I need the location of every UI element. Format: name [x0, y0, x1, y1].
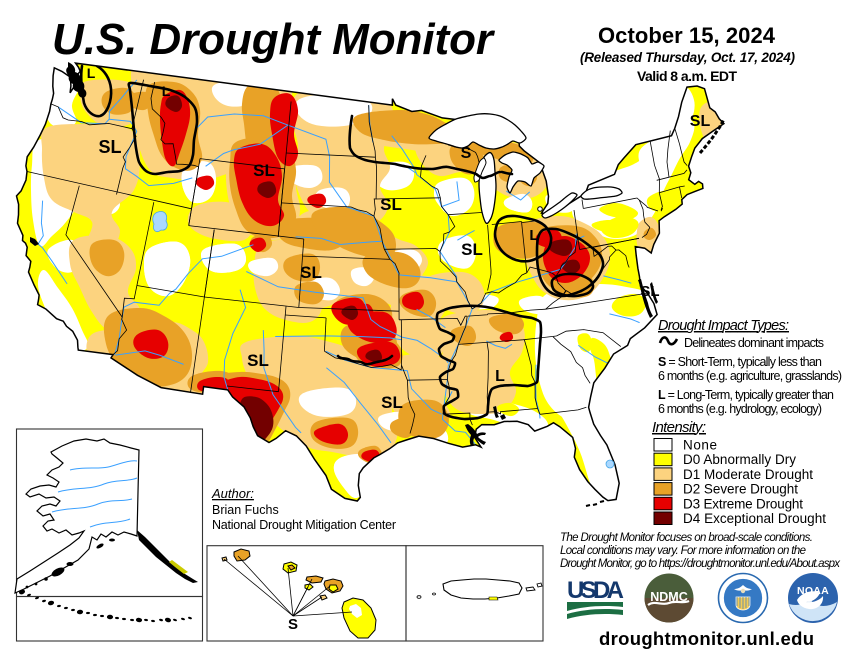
svg-text:(Released Thursday, Oct. 17, 2: (Released Thursday, Oct. 17, 2024)	[580, 50, 796, 65]
svg-text:NDMC: NDMC	[650, 590, 688, 604]
svg-text:SL: SL	[98, 137, 121, 157]
svg-text:Local conditions may vary. For: Local conditions may vary. For more info…	[560, 545, 806, 557]
svg-text:L: L	[162, 83, 171, 99]
svg-text:D4 Exceptional Drought: D4 Exceptional Drought	[683, 511, 826, 526]
svg-text:Delineates dominant impacts: Delineates dominant impacts	[684, 336, 824, 350]
svg-text:Intensity:: Intensity:	[652, 419, 706, 436]
svg-text:Author:: Author:	[211, 486, 254, 501]
svg-text:D3 Extreme Drought: D3 Extreme Drought	[683, 496, 803, 511]
svg-text:U.S. Drought Monitor: U.S. Drought Monitor	[52, 15, 496, 64]
svg-text:SL: SL	[300, 263, 322, 282]
svg-text:SL: SL	[381, 393, 403, 412]
svg-text:October 15, 2024: October 15, 2024	[598, 23, 776, 48]
svg-text:None: None	[683, 438, 717, 453]
svg-text:L: L	[495, 368, 505, 385]
svg-text:S = Short-Term, typically less: S = Short-Term, typically less than	[658, 355, 822, 369]
svg-text:Brian Fuchs: Brian Fuchs	[212, 503, 279, 517]
svg-text:SL: SL	[461, 240, 483, 259]
svg-text:D0 Abnormally Dry: D0 Abnormally Dry	[683, 452, 796, 467]
svg-text:S: S	[461, 145, 472, 162]
svg-text:D2 Severe Drought: D2 Severe Drought	[683, 482, 798, 497]
svg-text:USDA: USDA	[567, 577, 624, 604]
svg-text:National Drought Mitigation Ce: National Drought Mitigation Center	[212, 518, 396, 532]
svg-text:SL: SL	[247, 351, 269, 370]
svg-text:L: L	[87, 65, 96, 81]
svg-text:Drought Monitor, go to https:/: Drought Monitor, go to https://droughtmo…	[560, 558, 841, 570]
svg-text:6 months (e.g. hydrology, ecol: 6 months (e.g. hydrology, ecology)	[658, 402, 822, 416]
svg-text:L = Long-Term, typically great: L = Long-Term, typically greater than	[658, 388, 834, 402]
svg-text:6 months (e.g. agriculture, gr: 6 months (e.g. agriculture, grasslands)	[658, 369, 842, 383]
svg-text:NOAA: NOAA	[797, 585, 829, 597]
svg-text:S: S	[288, 616, 298, 633]
svg-text:The Drought Monitor focuses on: The Drought Monitor focuses on broad-sca…	[560, 532, 813, 544]
svg-text:Valid 8 a.m. EDT: Valid 8 a.m. EDT	[637, 68, 737, 84]
svg-text:droughtmonitor.unl.edu: droughtmonitor.unl.edu	[599, 628, 814, 649]
svg-text:Drought Impact Types:: Drought Impact Types:	[658, 318, 789, 334]
svg-text:D1 Moderate Drought: D1 Moderate Drought	[683, 467, 813, 482]
svg-text:SL: SL	[253, 161, 275, 180]
svg-text:SL: SL	[380, 195, 402, 214]
svg-text:L: L	[529, 227, 538, 244]
svg-text:SL: SL	[690, 113, 711, 130]
